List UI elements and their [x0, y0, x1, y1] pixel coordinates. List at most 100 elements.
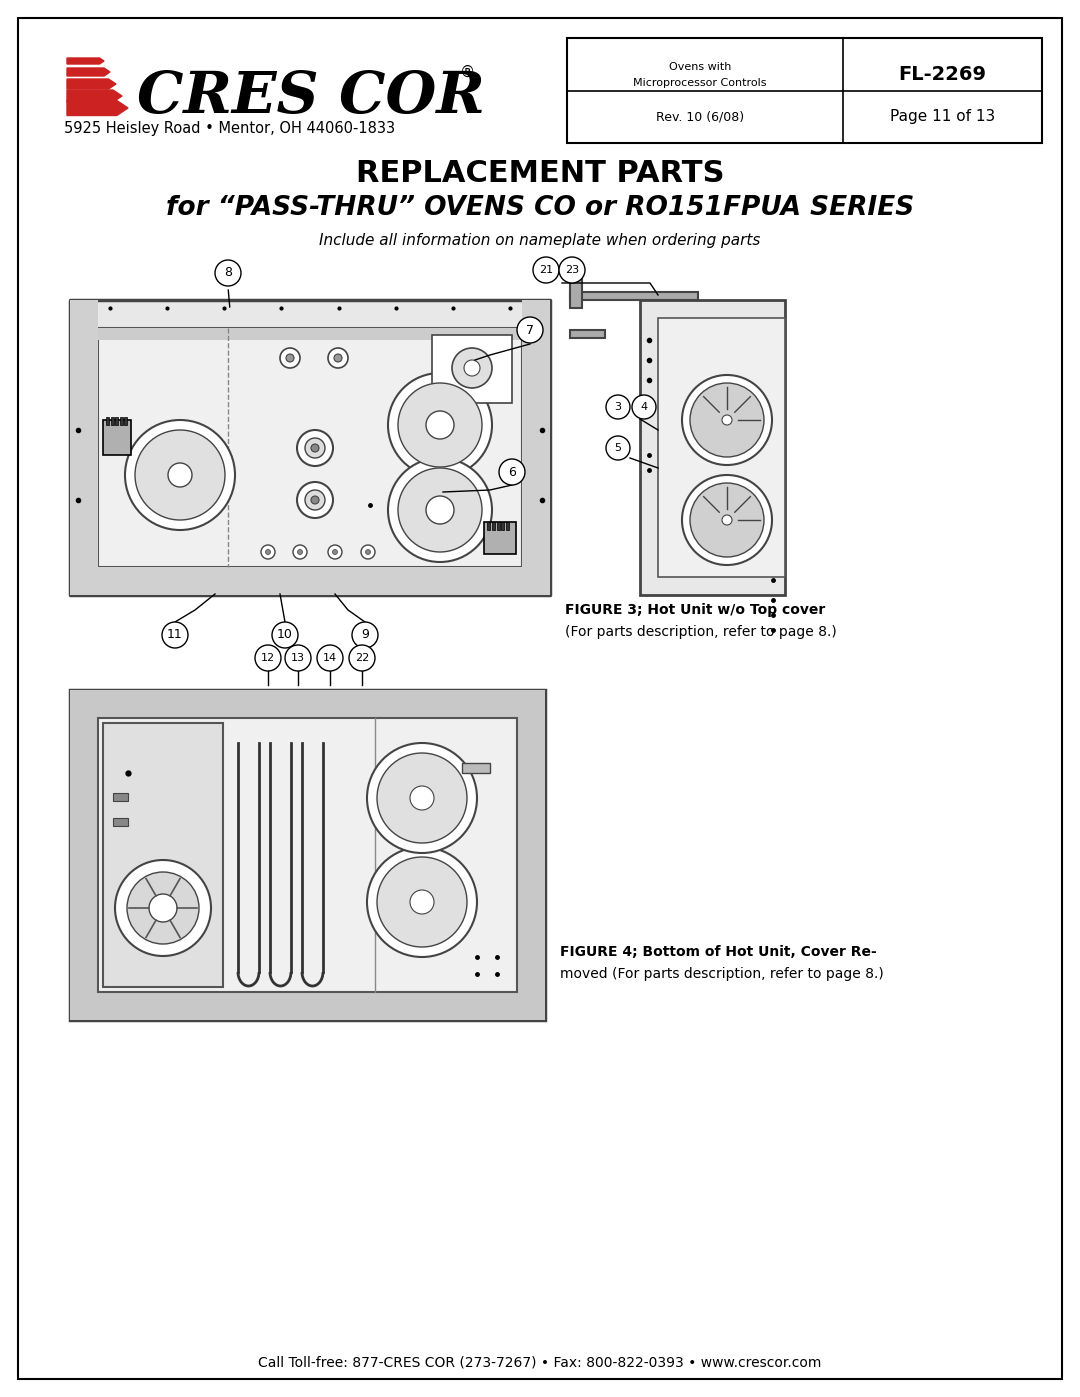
Bar [70, 300, 98, 595]
Text: 7: 7 [526, 324, 534, 337]
Polygon shape [67, 101, 129, 116]
Circle shape [690, 383, 764, 457]
Bar [70, 567, 550, 595]
Text: 22: 22 [355, 652, 369, 664]
Text: 14: 14 [323, 652, 337, 664]
Circle shape [690, 483, 764, 557]
Circle shape [311, 496, 319, 504]
Bar [124, 416, 127, 425]
Circle shape [297, 549, 302, 555]
Bar [120, 416, 122, 425]
Text: Include all information on nameplate when ordering parts: Include all information on nameplate whe… [320, 232, 760, 247]
Bar [98, 328, 522, 567]
Text: ®: ® [460, 64, 475, 80]
Text: FIGURE 3; Hot Unit w/o Top cover: FIGURE 3; Hot Unit w/o Top cover [565, 604, 825, 617]
Circle shape [464, 360, 480, 376]
Circle shape [286, 353, 294, 362]
Circle shape [410, 787, 434, 810]
Circle shape [606, 395, 630, 419]
Circle shape [114, 861, 211, 956]
Circle shape [311, 444, 319, 453]
Text: 10: 10 [278, 629, 293, 641]
Bar [106, 416, 109, 425]
Bar [462, 763, 490, 773]
Circle shape [168, 462, 192, 488]
Text: moved (For parts description, refer to page 8.): moved (For parts description, refer to p… [561, 967, 883, 981]
Bar [432, 335, 512, 402]
Circle shape [305, 439, 325, 458]
Text: 6: 6 [508, 465, 516, 479]
Bar [103, 724, 222, 988]
Bar [567, 38, 1042, 142]
Bar [497, 522, 500, 529]
Circle shape [305, 490, 325, 510]
Bar [484, 522, 516, 555]
Circle shape [352, 622, 378, 648]
Text: FL-2269: FL-2269 [899, 66, 986, 84]
Circle shape [334, 353, 342, 362]
Bar [507, 522, 509, 529]
Circle shape [681, 475, 772, 564]
Text: CRES COR: CRES COR [137, 68, 485, 126]
Text: 13: 13 [291, 652, 305, 664]
Bar [110, 416, 113, 425]
Circle shape [318, 645, 343, 671]
Bar [70, 300, 550, 595]
Circle shape [388, 458, 492, 562]
Bar [103, 420, 131, 455]
Circle shape [149, 894, 177, 922]
Bar [522, 300, 550, 595]
Circle shape [377, 856, 467, 947]
Circle shape [410, 890, 434, 914]
Circle shape [349, 645, 375, 671]
Text: 5: 5 [615, 443, 621, 453]
Circle shape [377, 753, 467, 842]
Bar [113, 793, 129, 800]
Bar [98, 718, 517, 992]
Circle shape [162, 622, 188, 648]
Bar [70, 690, 545, 718]
Bar [113, 819, 129, 826]
Circle shape [367, 847, 477, 957]
Bar [640, 300, 785, 595]
Circle shape [365, 549, 370, 555]
Circle shape [255, 645, 281, 671]
Circle shape [280, 348, 300, 367]
Bar [70, 992, 545, 1020]
Polygon shape [67, 68, 110, 75]
Bar [491, 522, 495, 529]
Text: Rev. 10 (6/08): Rev. 10 (6/08) [656, 110, 744, 123]
Circle shape [681, 374, 772, 465]
Text: Call Toll-free: 877-CRES COR (273-7267) • Fax: 800-822-0393 • www.crescor.com: Call Toll-free: 877-CRES COR (273-7267) … [258, 1356, 822, 1370]
Bar [487, 522, 490, 529]
Text: 12: 12 [261, 652, 275, 664]
Bar [70, 690, 98, 1020]
Circle shape [361, 545, 375, 559]
Text: 11: 11 [167, 629, 183, 641]
Circle shape [215, 260, 241, 286]
Circle shape [272, 622, 298, 648]
Text: 5925 Heisley Road • Mentor, OH 44060-1833: 5925 Heisley Road • Mentor, OH 44060-183… [65, 120, 395, 136]
Text: Microprocessor Controls: Microprocessor Controls [633, 78, 767, 88]
Bar [570, 292, 698, 300]
Polygon shape [67, 80, 116, 89]
Circle shape [632, 395, 656, 419]
Bar [517, 690, 545, 1020]
Text: 8: 8 [224, 267, 232, 279]
Text: 21: 21 [539, 265, 553, 275]
Circle shape [399, 468, 482, 552]
Text: (For parts description, refer to page 8.): (For parts description, refer to page 8.… [565, 624, 837, 638]
Circle shape [559, 257, 585, 284]
Circle shape [261, 545, 275, 559]
Circle shape [125, 420, 235, 529]
Text: REPLACEMENT PARTS: REPLACEMENT PARTS [355, 158, 725, 187]
Circle shape [388, 373, 492, 476]
Bar [114, 416, 118, 425]
Text: FIGURE 4; Bottom of Hot Unit, Cover Re-: FIGURE 4; Bottom of Hot Unit, Cover Re- [561, 944, 877, 958]
Circle shape [297, 430, 333, 467]
Circle shape [328, 348, 348, 367]
Circle shape [328, 545, 342, 559]
Circle shape [297, 482, 333, 518]
Text: Ovens with: Ovens with [669, 63, 731, 73]
Bar [658, 319, 785, 577]
